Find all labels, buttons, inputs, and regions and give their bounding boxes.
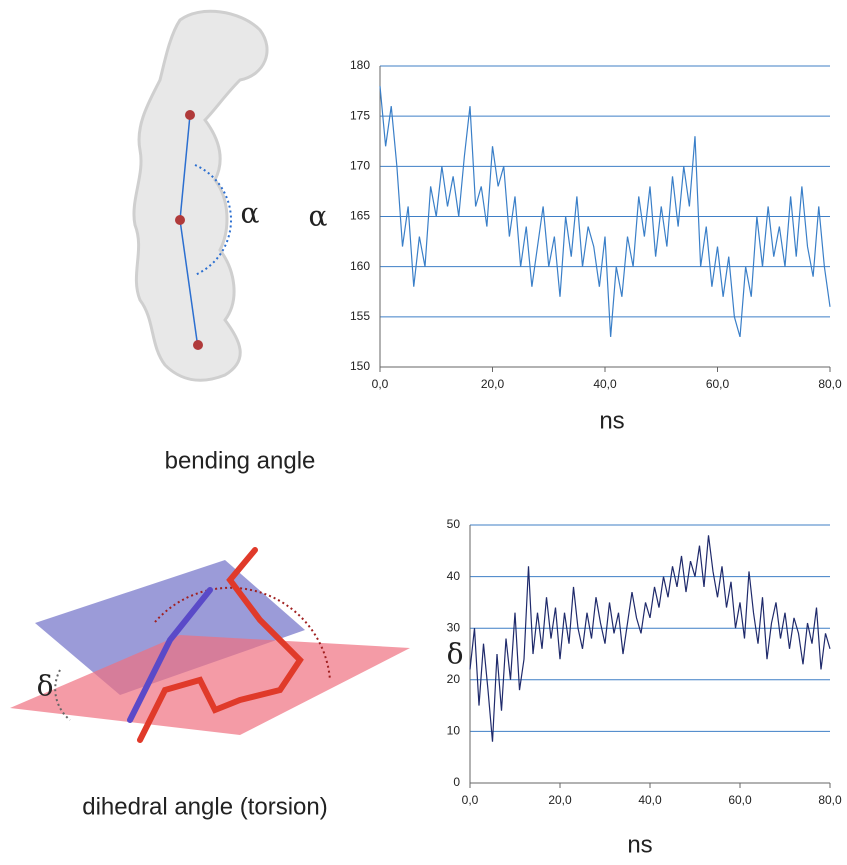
x-axis-label: ns	[599, 407, 624, 434]
y-tick-label: 30	[447, 620, 461, 634]
x-tick-label: 80,0	[818, 377, 842, 391]
y-axis-label: α	[309, 200, 328, 233]
x-axis-label: ns	[627, 831, 652, 858]
x-tick-label: 20,0	[481, 377, 505, 391]
y-tick-label: 160	[350, 259, 370, 273]
y-tick-label: 165	[350, 209, 370, 223]
y-tick-label: 155	[350, 309, 370, 323]
angle-symbol: α	[241, 197, 260, 230]
y-axis-label: δ	[447, 638, 464, 671]
torsion-illustration	[10, 547, 410, 743]
x-tick-label: 40,0	[638, 793, 662, 807]
data-line	[379, 86, 831, 338]
data-line	[469, 535, 831, 742]
x-tick-label: 0,0	[372, 377, 389, 391]
angle-symbol: δ	[37, 670, 54, 703]
panel-caption: dihedral angle (torsion)	[82, 793, 327, 820]
x-tick-label: 0,0	[462, 793, 479, 807]
x-tick-label: 20,0	[548, 793, 572, 807]
x-tick-label: 80,0	[818, 793, 842, 807]
y-tick-label: 40	[447, 569, 461, 583]
y-tick-label: 50	[447, 517, 461, 531]
x-tick-label: 40,0	[593, 377, 617, 391]
y-tick-label: 175	[350, 108, 370, 122]
protein-illustration	[132, 9, 269, 382]
y-tick-label: 0	[453, 775, 460, 789]
y-tick-label: 180	[350, 58, 370, 72]
y-tick-label: 150	[350, 359, 370, 373]
panel-caption: bending angle	[165, 447, 316, 474]
x-tick-label: 60,0	[728, 793, 752, 807]
y-tick-label: 170	[350, 159, 370, 173]
y-tick-label: 20	[447, 672, 461, 686]
x-tick-label: 60,0	[706, 377, 730, 391]
y-tick-label: 10	[447, 724, 461, 738]
